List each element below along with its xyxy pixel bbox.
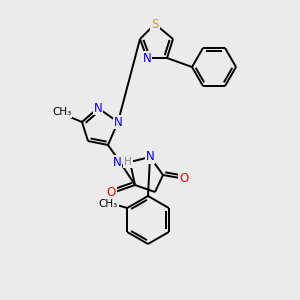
Text: N: N [112, 155, 122, 169]
Text: O: O [106, 185, 116, 199]
Text: N: N [94, 101, 102, 115]
Text: S: S [151, 17, 159, 31]
Text: N: N [114, 116, 122, 128]
Text: O: O [179, 172, 189, 184]
Text: N: N [146, 151, 154, 164]
Text: CH₃: CH₃ [99, 199, 118, 209]
Text: CH₃: CH₃ [52, 107, 72, 117]
Text: H: H [124, 157, 132, 167]
Text: N: N [142, 52, 152, 64]
